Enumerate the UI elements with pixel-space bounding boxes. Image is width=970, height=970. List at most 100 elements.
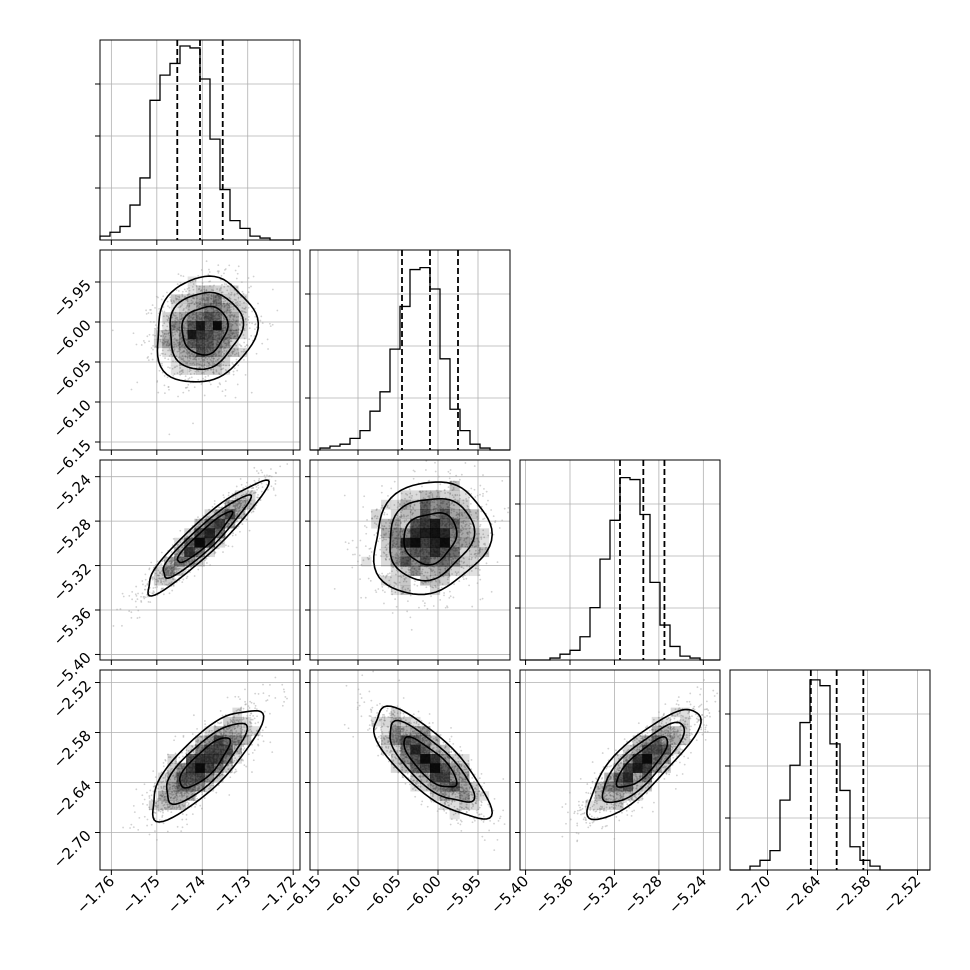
sample-point — [267, 348, 269, 350]
sample-point — [169, 559, 172, 562]
sample-point — [191, 318, 194, 321]
sample-point — [218, 373, 221, 376]
sample-point — [166, 566, 169, 569]
sample-point — [233, 348, 236, 350]
sample-point — [188, 302, 191, 305]
sample-point — [232, 370, 235, 373]
density-cell — [221, 338, 231, 349]
sample-point — [175, 563, 178, 566]
sample-point — [178, 341, 181, 344]
sample-point — [193, 358, 196, 361]
sample-point — [164, 569, 167, 572]
sample-point — [239, 530, 241, 533]
sample-point — [168, 334, 171, 337]
sample-point — [172, 566, 175, 569]
sample-point — [250, 487, 253, 490]
sample-point — [191, 559, 193, 561]
sample-point — [173, 556, 176, 558]
sample-point — [245, 485, 247, 488]
sample-point — [168, 582, 171, 585]
histogram-panel-1 — [305, 249, 511, 455]
sample-point — [180, 556, 183, 559]
sample-point — [180, 313, 183, 316]
sample-point — [263, 474, 266, 477]
sample-point — [249, 503, 251, 505]
sample-point — [183, 536, 186, 539]
sample-point — [174, 317, 177, 320]
density-cell — [221, 356, 231, 366]
sample-point — [167, 305, 169, 307]
sample-point — [146, 583, 149, 586]
sample-point — [246, 500, 249, 503]
sample-point — [261, 471, 264, 474]
sample-point — [163, 333, 166, 335]
sample-point — [196, 297, 198, 300]
sample-point — [225, 283, 228, 286]
sample-point — [188, 560, 191, 563]
sample-point — [387, 494, 389, 497]
sample-point — [182, 563, 185, 566]
sample-point — [160, 579, 162, 582]
sample-point — [252, 492, 255, 494]
sample-point — [178, 343, 181, 346]
sample-point — [230, 314, 233, 316]
sample-point — [167, 386, 170, 388]
sample-point — [221, 283, 223, 286]
sample-point — [225, 544, 227, 547]
sample-point — [206, 299, 209, 302]
sample-point — [192, 288, 195, 291]
sample-point — [229, 329, 232, 331]
sample-point — [179, 322, 182, 325]
sample-point — [191, 280, 194, 283]
sample-point — [226, 301, 229, 304]
sample-point — [167, 339, 170, 342]
sample-point — [216, 537, 219, 540]
sample-point — [203, 290, 206, 293]
density-cell — [187, 303, 197, 313]
y-tick-label: −6.00 — [50, 316, 95, 361]
sample-point — [439, 598, 442, 601]
sample-point — [170, 562, 172, 565]
sample-point — [172, 569, 175, 571]
sample-point — [187, 317, 190, 320]
sample-point — [137, 592, 139, 595]
sample-point — [196, 549, 199, 552]
sample-point — [148, 333, 151, 336]
sample-point — [164, 329, 167, 331]
density-cell — [196, 312, 205, 322]
sample-point — [230, 325, 233, 328]
sample-point — [167, 583, 170, 586]
sample-point — [458, 580, 461, 582]
sample-point — [184, 339, 187, 342]
sample-point — [199, 290, 202, 292]
density-cell — [212, 312, 222, 322]
sample-point — [204, 375, 207, 378]
sample-point — [237, 265, 240, 268]
sample-point — [223, 302, 225, 305]
sample-point — [194, 562, 197, 565]
sample-point — [224, 369, 227, 371]
sample-point — [223, 297, 226, 300]
sample-point — [175, 339, 178, 342]
sample-point — [362, 506, 365, 508]
density-cell — [212, 285, 222, 295]
sample-point — [160, 580, 163, 583]
density-cell — [187, 321, 197, 331]
sample-point — [448, 451, 450, 453]
sample-point — [235, 520, 237, 523]
sample-point — [185, 362, 188, 365]
sample-point — [175, 321, 178, 324]
sample-point — [179, 541, 182, 544]
sample-point — [236, 304, 238, 307]
sample-point — [222, 317, 225, 320]
sample-point — [134, 593, 137, 596]
sample-point — [188, 315, 191, 318]
sample-point — [176, 372, 179, 375]
sample-point — [200, 297, 203, 300]
sample-point — [168, 306, 171, 309]
sample-point — [205, 365, 208, 368]
sample-point — [159, 572, 162, 575]
sample-point — [231, 352, 234, 355]
density-cell — [204, 294, 214, 304]
sample-point — [207, 362, 210, 365]
